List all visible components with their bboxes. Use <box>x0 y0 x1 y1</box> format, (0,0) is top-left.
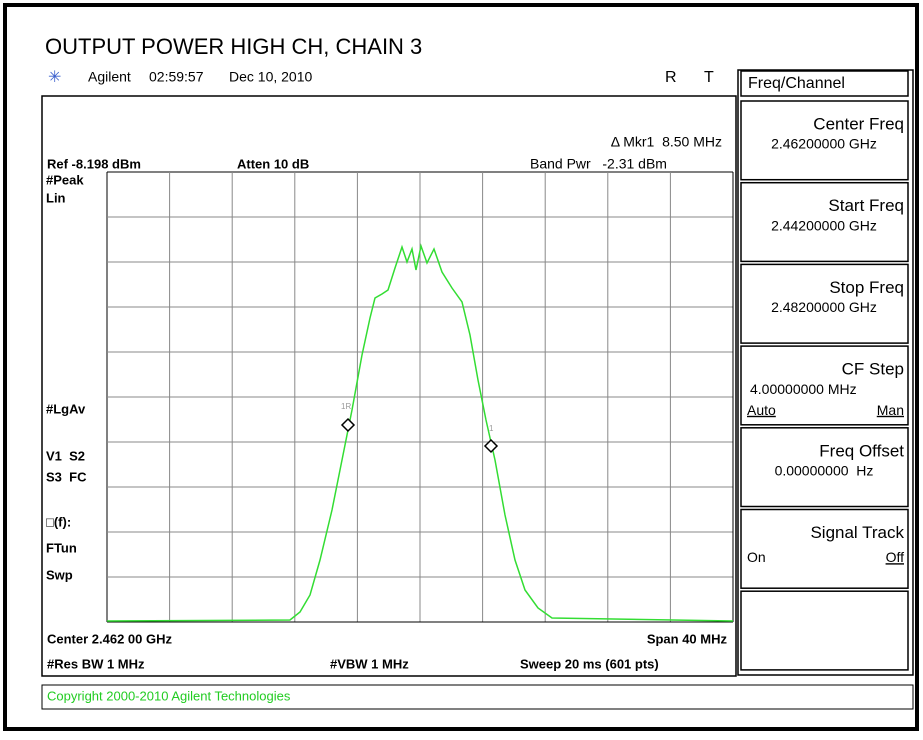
span: Span 40 MHz <box>647 631 728 646</box>
softkey[interactable] <box>740 508 909 589</box>
softkey[interactable] <box>740 590 909 671</box>
menu-title: Freq/Channel <box>748 75 845 92</box>
softkey[interactable] <box>740 100 909 181</box>
softkey-value: 4.00000000 MHz <box>750 381 857 397</box>
marker <box>340 417 356 433</box>
softkey-label: Center Freq <box>813 114 904 133</box>
menu-title-box <box>740 70 909 97</box>
res-bw: #Res BW 1 MHz <box>47 656 145 671</box>
status-bar <box>41 684 914 710</box>
status: T <box>704 69 714 86</box>
band-power: Band Pwr -2.31 dBm <box>530 156 667 172</box>
marker-tag: 1 <box>489 424 494 433</box>
marker-tag: 1R <box>341 402 351 411</box>
center-freq: Center 2.462 00 GHz <box>47 631 173 646</box>
softkey-value: 2.44200000 GHz <box>771 217 877 233</box>
copyright: Copyright 2000-2010 Agilent Technologies <box>47 688 291 703</box>
annotation: Lin <box>46 190 66 205</box>
softkey-label: CF Step <box>842 360 904 379</box>
softkey[interactable] <box>740 427 909 508</box>
softkey-label: Signal Track <box>810 523 904 542</box>
softkey-value: 2.46200000 GHz <box>771 136 877 152</box>
annotation: □(f): <box>46 514 71 529</box>
instrument: Agilent <box>88 69 131 85</box>
logo-icon: ✳ <box>48 69 61 86</box>
softkey[interactable] <box>740 181 909 263</box>
softkey-label: Freq Offset <box>819 441 904 460</box>
vbw: #VBW 1 MHz <box>330 656 409 671</box>
softkey[interactable] <box>740 345 909 426</box>
attenuation: Atten 10 dB <box>237 156 309 171</box>
status: R <box>665 69 677 86</box>
trace <box>106 243 734 622</box>
softkey-label: Stop Freq <box>829 278 904 297</box>
screen-frame <box>41 95 737 677</box>
menu-panel <box>737 69 914 676</box>
sweep: Sweep 20 ms (601 pts) <box>520 656 659 671</box>
graticule <box>106 171 734 623</box>
date: Dec 10, 2010 <box>229 69 312 85</box>
softkey-option: Man <box>877 402 904 418</box>
annotation: #LgAv <box>46 401 86 416</box>
annotation: Swp <box>46 567 73 582</box>
annotation: #Peak <box>46 172 84 187</box>
softkey-value: 2.48200000 GHz <box>771 299 877 315</box>
softkey-option: On <box>747 549 766 565</box>
softkey-option: Off <box>886 549 905 565</box>
annotation: S3 FC <box>46 469 87 484</box>
time: 02:59:57 <box>149 69 204 85</box>
marker <box>483 438 499 454</box>
title: OUTPUT POWER HIGH CH, CHAIN 3 <box>45 34 422 59</box>
softkey-value: 0.00000000 Hz <box>775 463 874 479</box>
annotation: V1 S2 <box>46 448 85 463</box>
ref-level: Ref -8.198 dBm <box>47 156 141 171</box>
marker-readout: Δ Mkr1 8.50 MHz <box>611 134 722 150</box>
softkey[interactable] <box>740 263 909 344</box>
softkey-label: Start Freq <box>828 196 904 215</box>
annotation: FTun <box>46 540 77 555</box>
softkey-option: Auto <box>747 402 776 418</box>
